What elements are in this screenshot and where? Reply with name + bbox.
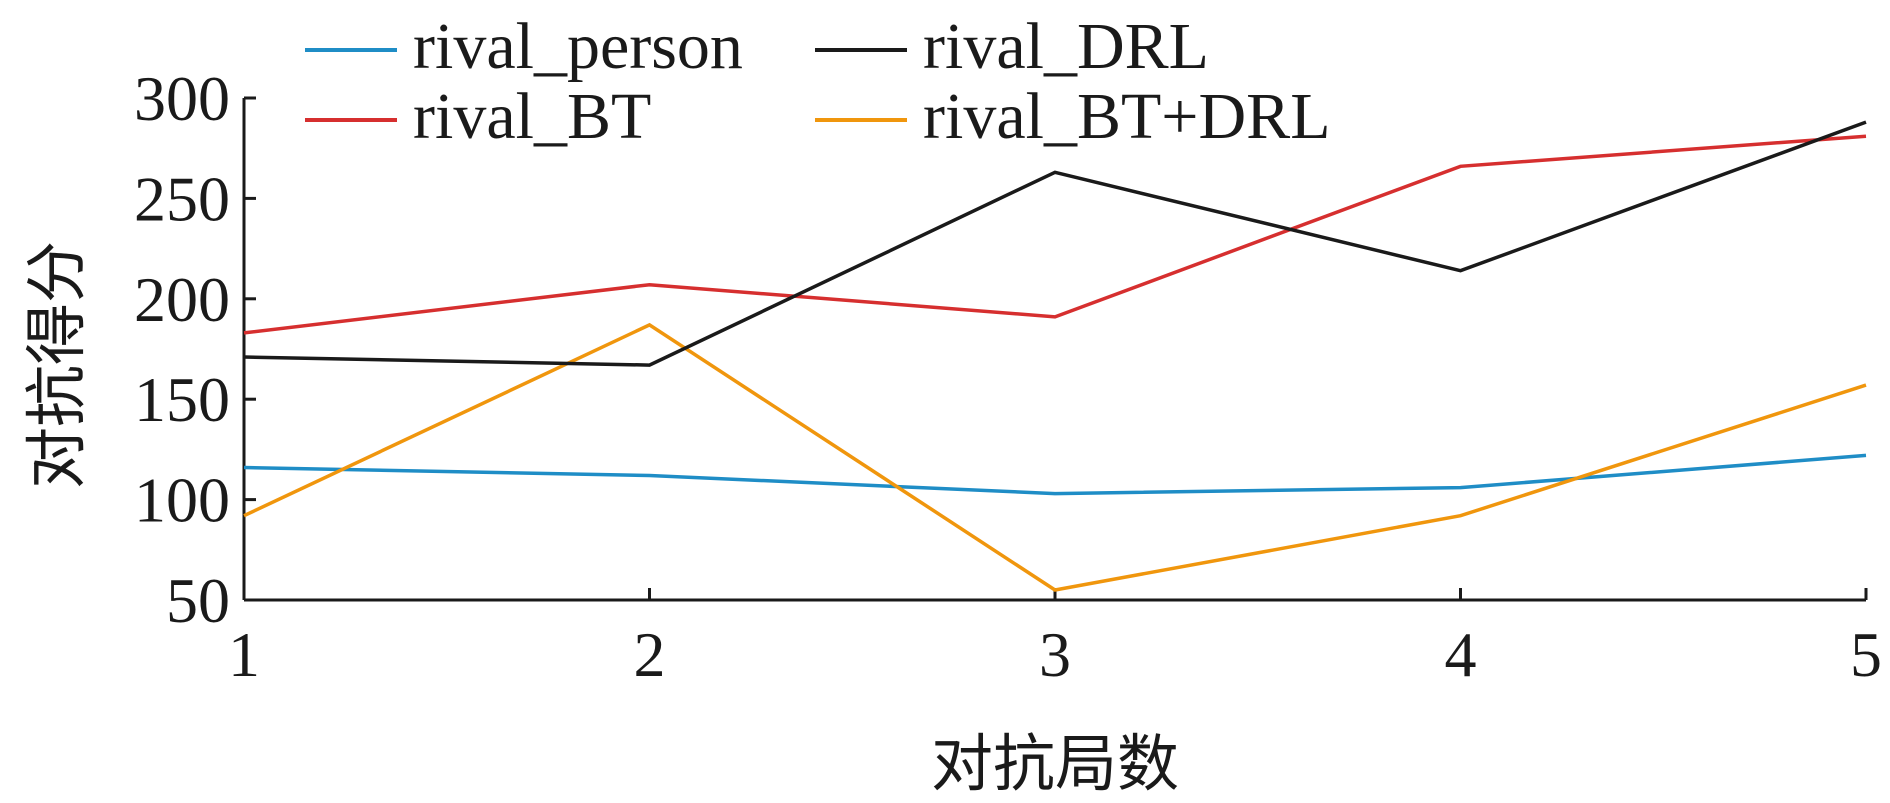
series-lines bbox=[243, 120, 1867, 592]
y-tick-label: 300 bbox=[134, 63, 230, 134]
y-tick-label: 50 bbox=[166, 565, 230, 636]
y-tick-label: 150 bbox=[134, 364, 230, 435]
y-tick-label: 200 bbox=[134, 264, 230, 335]
legend: rival_person rival_DRL rival_BT rival_BT+DR… bbox=[305, 10, 1331, 153]
x-tick-label: 2 bbox=[634, 619, 666, 690]
legend-label: rival_person bbox=[413, 10, 743, 83]
legend-label: rival_DRL bbox=[923, 10, 1209, 83]
series-line-rival-drl bbox=[243, 120, 1867, 367]
x-tick-label: 1 bbox=[228, 619, 260, 690]
y-axis-title: 对抗得分 bbox=[20, 241, 93, 489]
x-tick-label: 5 bbox=[1850, 619, 1882, 690]
x-axis-title: 对抗局数 bbox=[931, 727, 1179, 800]
x-tick-label: 4 bbox=[1445, 619, 1477, 690]
x-axis-ticks: 1 2 3 4 5 bbox=[228, 588, 1882, 690]
plot-area: 50 100 150 200 250 300 1 2 3 4 5 bbox=[134, 63, 1882, 690]
y-tick-label: 250 bbox=[134, 163, 230, 234]
series-line-rival-bt-drl bbox=[243, 322, 1867, 592]
legend-label: rival_BT bbox=[413, 80, 651, 153]
series-line-rival-bt bbox=[243, 134, 1867, 335]
legend-label: rival_BT+DRL bbox=[923, 80, 1331, 153]
x-tick-label: 3 bbox=[1039, 619, 1071, 690]
series-line-rival-person bbox=[243, 453, 1867, 496]
y-axis-ticks: 50 100 150 200 250 300 bbox=[134, 63, 256, 636]
y-tick-label: 100 bbox=[134, 465, 230, 536]
